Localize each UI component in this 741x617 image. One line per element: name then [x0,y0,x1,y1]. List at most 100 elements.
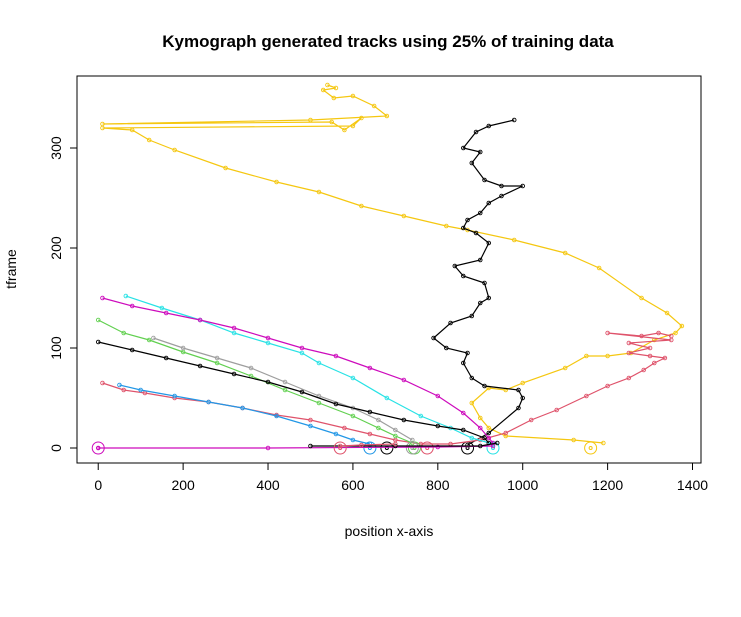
data-point [486,430,492,436]
data-point [656,330,661,336]
data-point [626,350,632,356]
data-point [478,149,483,155]
data-point [95,445,101,451]
data-point [350,375,356,381]
x-tick-label: 1000 [507,477,538,493]
data-point [478,425,483,431]
data-point [499,193,504,199]
data-point [308,117,313,123]
data-point [401,377,407,383]
data-point [669,333,674,339]
data-point [469,435,475,441]
series-line [102,297,494,444]
data-point [673,330,678,336]
data-point [393,441,398,447]
series-line [97,319,413,444]
data-point [265,445,271,451]
data-point [248,365,254,371]
data-point [482,280,487,286]
data-point [146,137,152,143]
series-track [123,293,500,455]
chart-title: Kymograph generated tracks using 25% of … [162,32,614,51]
series-track [95,443,496,451]
data-point [129,127,135,133]
data-point [486,295,492,301]
data-point [337,443,343,449]
data-point [584,393,589,399]
data-point [333,353,339,359]
data-point [639,295,644,301]
data-point [401,213,407,219]
series-line [340,443,396,447]
start-marker [486,441,500,455]
data-point [163,310,169,316]
series-line [98,341,490,444]
data-point [469,375,475,381]
data-point [384,395,390,401]
series-track [95,339,492,455]
data-point [601,440,606,446]
data-point [100,295,105,301]
data-point [100,121,105,127]
data-point [499,183,504,189]
data-point [418,413,424,419]
data-point [214,360,220,366]
data-point [520,183,525,189]
data-point [516,387,521,393]
x-axis-label: position x-axis [345,523,434,539]
series-track [333,441,398,455]
series-track [95,317,421,455]
y-tick-label: 100 [48,336,64,360]
start-marker-center [338,446,343,450]
data-point [482,383,487,389]
data-point [121,330,126,336]
data-point [478,257,483,263]
start-marker [461,441,475,455]
data-point [486,425,492,431]
data-point [520,395,525,401]
data-point [469,160,475,166]
data-point [231,371,237,377]
data-point [359,115,364,121]
data-point [299,345,305,351]
data-point [461,145,466,151]
data-point [562,365,568,371]
start-marker-center [588,446,593,450]
data-point [626,340,632,346]
data-point [482,435,487,441]
data-point [333,431,339,437]
data-point [562,250,568,256]
data-point [129,303,135,309]
data-point [265,335,271,341]
data-point [478,300,483,306]
data-point [435,393,441,399]
data-point [121,387,126,393]
data-point [554,407,559,413]
series-track [100,82,685,455]
data-point [393,433,398,439]
y-tick-label: 200 [48,236,64,260]
data-point [469,400,475,406]
data-point [367,365,373,371]
data-point [461,360,466,366]
data-point [647,353,653,359]
data-point [163,355,169,361]
data-point [494,440,500,446]
data-point [486,435,492,441]
data-point [95,339,101,345]
data-point [401,417,407,423]
series-line [432,119,524,446]
data-point [350,93,356,99]
data-point [662,355,668,361]
start-marker [380,441,394,455]
series-track [431,117,525,455]
data-point [465,350,470,356]
x-tick-label: 800 [426,477,450,493]
data-point [376,417,381,423]
plot-frame [76,75,702,464]
data-point [231,325,237,331]
series-track [117,382,377,455]
data-point [333,85,339,91]
data-point [679,323,685,329]
data-point [435,423,441,429]
